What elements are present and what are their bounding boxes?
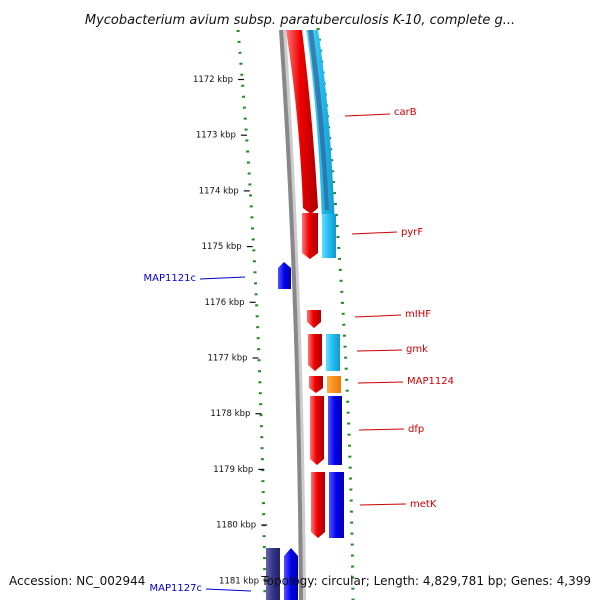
gc-content-track-left [236,29,267,600]
cds-gmk [326,334,340,371]
tick-label: 1180 kbp [216,521,256,531]
tick-label: 1172 kbp [193,75,233,85]
cds-pyrF [322,214,336,258]
gene-label-MAP1124[interactable]: MAP1124 [407,376,454,387]
gene-dfp[interactable] [310,396,324,465]
tick-label: 1176 kbp [205,298,245,308]
gene-mihF[interactable] [307,310,321,328]
tick-label: 1173 kbp [196,131,236,141]
gene-label-leader-carB [344,113,391,117]
gene-label-leader-mihF [354,314,402,318]
gene-MAP1127c[interactable] [284,548,298,600]
gene-label-leader-MAP1127c [205,588,252,592]
accession-text: Accession: NC_002944 [9,574,146,588]
gene-MAP1124[interactable] [309,376,323,393]
tick-label: 1178 kbp [210,409,250,419]
cds-MAP1124 [327,376,341,393]
gene-label-MAP1121c[interactable]: MAP1121c [144,273,196,284]
gene-label-leader-dfp [358,428,405,431]
gene-MAP1121c[interactable] [278,262,291,289]
cds-band-dark [308,30,329,210]
gene-labels: carB pyrF MAP1121c mIHF gmk MAP1124 dfp MAP1127… [144,107,454,594]
cds-dfp [328,396,342,465]
tick-label: 1174 kbp [199,186,239,196]
gene-label-leader-gmk [356,349,403,352]
axis-ticks: 1172 kbp 1173 kbp 1174 kbp 1175 kbp 1176 kbp… [193,75,271,586]
gene-label-MAP1127c[interactable]: MAP1127c [150,583,202,594]
tick-label: 1181 kbp [219,576,259,586]
gene-label-pyrF[interactable]: pyrF [401,227,423,238]
backbone [279,29,303,600]
gene-MAP1127c-cds [266,548,280,600]
gene-label-leader-metK [359,503,407,506]
map-title: Mycobacterium avium subsp. paratuberculo… [85,13,515,28]
gene-label-metK[interactable]: metK [410,499,437,510]
genome-summary-text: Topology: circular; Length: 4,829,781 bp… [261,574,591,588]
gene-label-leader-MAP1124 [357,381,404,384]
gene-label-dfp[interactable]: dfp [408,424,424,435]
cds-metK [329,472,344,538]
gene-metK[interactable] [311,472,325,538]
gene-label-carB[interactable]: carB [394,107,417,118]
gene-label-mihF[interactable]: mIHF [405,309,431,320]
gene-label-leader-pyrF [351,231,398,235]
tick-label: 1179 kbp [213,465,253,475]
gene-gmk[interactable] [308,334,322,371]
gene-label-leader-MAP1121c [199,276,246,280]
gene-label-gmk[interactable]: gmk [406,344,428,355]
gene-pyrF[interactable] [302,213,318,259]
gene-carB-body[interactable] [286,30,318,214]
tick-label: 1177 kbp [207,354,247,364]
tick-label: 1175 kbp [202,242,242,252]
